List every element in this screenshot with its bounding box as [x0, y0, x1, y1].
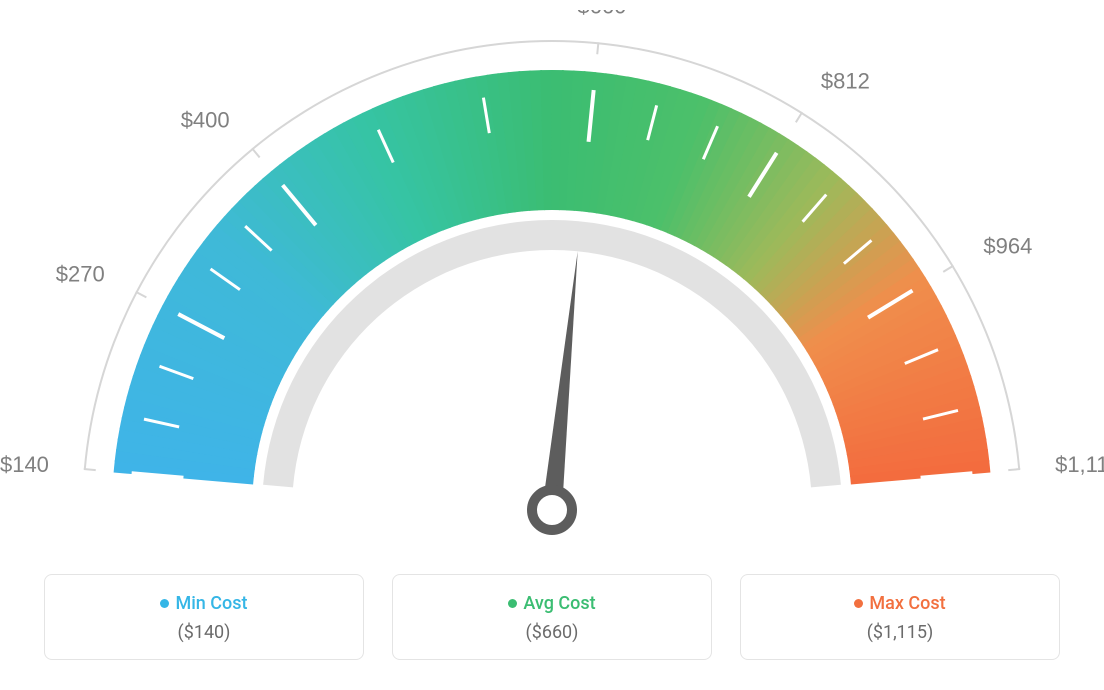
svg-text:$660: $660	[577, 10, 626, 18]
legend-dot-avg	[508, 599, 517, 608]
legend-label-avg: Avg Cost	[403, 593, 701, 614]
svg-text:$1,115: $1,115	[1055, 452, 1104, 477]
svg-text:$400: $400	[181, 107, 230, 132]
legend-card-avg: Avg Cost ($660)	[392, 574, 712, 660]
svg-text:$812: $812	[821, 69, 870, 94]
legend-dot-min	[160, 599, 169, 608]
svg-text:$140: $140	[0, 452, 49, 477]
legend-text-max: Max Cost	[869, 593, 945, 614]
legend-label-min: Min Cost	[55, 593, 353, 614]
gauge-svg: $140 $270 $400 $660 $812 $964 $1,115	[0, 10, 1104, 570]
legend-row: Min Cost ($140) Avg Cost ($660) Max Cost…	[0, 574, 1104, 660]
legend-value-avg: ($660)	[403, 622, 701, 643]
legend-label-max: Max Cost	[751, 593, 1049, 614]
svg-text:$270: $270	[56, 262, 105, 287]
legend-text-avg: Avg Cost	[523, 593, 595, 614]
legend-dot-max	[854, 599, 863, 608]
legend-card-min: Min Cost ($140)	[44, 574, 364, 660]
legend-value-max: ($1,115)	[751, 622, 1049, 643]
legend-card-max: Max Cost ($1,115)	[740, 574, 1060, 660]
svg-text:$964: $964	[983, 233, 1032, 258]
legend-text-min: Min Cost	[175, 593, 247, 614]
legend-value-min: ($140)	[55, 622, 353, 643]
cost-gauge-chart: $140 $270 $400 $660 $812 $964 $1,115	[0, 10, 1104, 570]
